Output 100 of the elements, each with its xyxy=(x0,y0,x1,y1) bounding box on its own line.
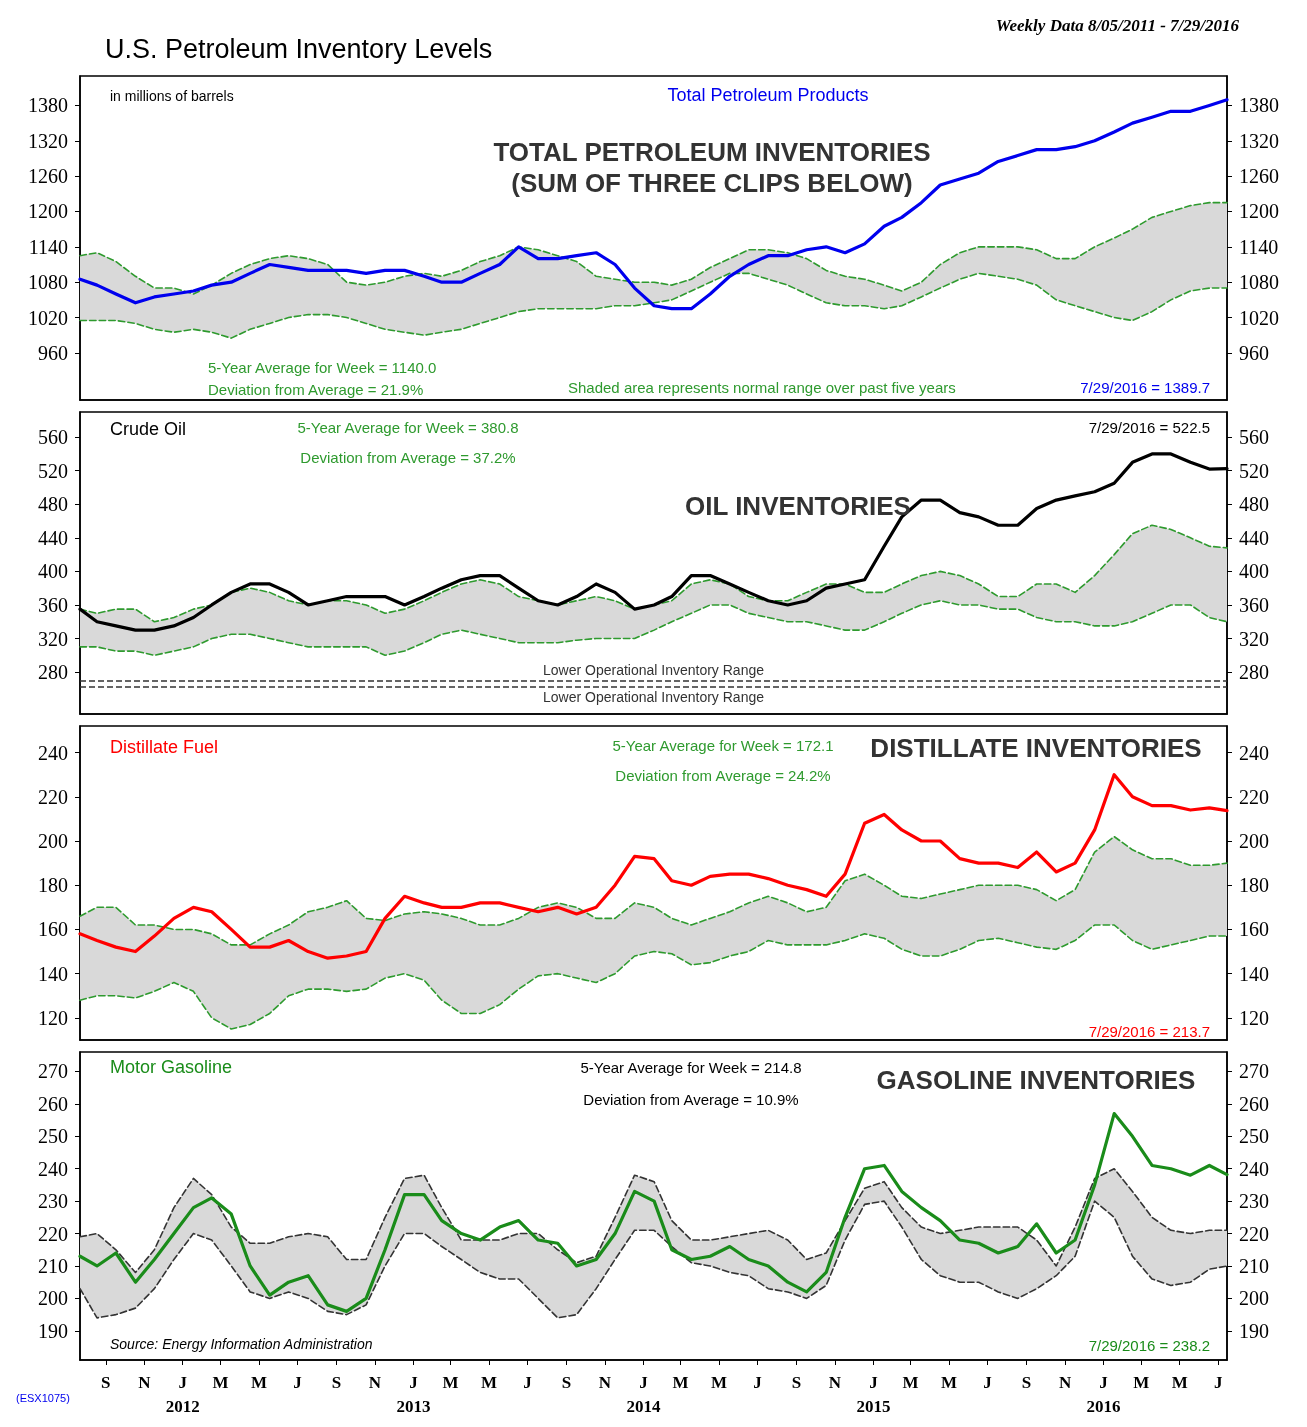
y-tick-label: 1200 xyxy=(28,200,68,223)
y-tick-label: 240 xyxy=(38,1157,68,1180)
chart-title: U.S. Petroleum Inventory Levels xyxy=(105,33,493,64)
annotation: 5-Year Average for Week = 380.8 xyxy=(297,418,519,436)
annotation: 5-Year Average for Week = 214.8 xyxy=(580,1058,802,1076)
text: (ESX1075) xyxy=(16,1391,70,1404)
y2-tick-label: 320 xyxy=(1239,627,1269,650)
y-tick-label: 220 xyxy=(38,1222,68,1245)
x-tick-label: N xyxy=(368,1372,382,1392)
annotation: Deviation from Average = 10.9% xyxy=(583,1090,799,1108)
annotation: Deviation from Average = 37.2% xyxy=(300,448,516,466)
y-tick-label: 960 xyxy=(38,341,68,364)
y2-tick-label: 120 xyxy=(1239,1006,1269,1029)
x-tick-label: J xyxy=(753,1372,763,1392)
ref-line-label: Lower Operational Inventory Range xyxy=(542,662,765,679)
line-series xyxy=(79,1167,1228,1274)
annotation: GASOLINE INVENTORIES xyxy=(876,1064,1196,1095)
x-tick-label: M xyxy=(480,1372,498,1392)
y-tick-label: 210 xyxy=(38,1254,68,1277)
y2-tick-label: 1200 xyxy=(1239,200,1279,223)
y2-tick-label: 1260 xyxy=(1239,165,1279,188)
annotation: DISTILLATE INVENTORIES xyxy=(870,732,1202,763)
y2-tick-label: 270 xyxy=(1239,1060,1269,1083)
y-tick-label: 520 xyxy=(38,459,68,482)
x-tick-label: M xyxy=(250,1372,268,1392)
x-tick-label: J 2014 xyxy=(626,1372,661,1416)
x-tick-label: J 2013 xyxy=(396,1372,431,1416)
y2-tick-label: 230 xyxy=(1239,1190,1269,1213)
x-tick-label: M xyxy=(212,1372,229,1392)
x-tick-label: M xyxy=(442,1372,459,1392)
y2-tick-label: 440 xyxy=(1239,526,1269,549)
y2-tick-label: 960 xyxy=(1239,341,1269,364)
y-tick-label: 230 xyxy=(38,1190,68,1213)
y-tick-label: 280 xyxy=(38,661,68,684)
y2-tick-label: 400 xyxy=(1239,560,1269,583)
ref-line-label: Lower Operational Inventory Range xyxy=(542,689,765,706)
x-tick-label: J 2015 xyxy=(856,1372,891,1416)
x-tick-label: S xyxy=(561,1372,572,1392)
annotation: 7/29/2016 = 213.7 xyxy=(1088,1022,1210,1040)
y-tick-label: 120 xyxy=(38,1006,68,1029)
annotation: Shaded area represents normal range over past five years xyxy=(568,378,956,396)
annotation: OIL INVENTORIES xyxy=(685,490,911,521)
annotation: 7/29/2016 = 1389.7 xyxy=(1080,378,1210,396)
y-tick-label: 250 xyxy=(38,1125,68,1148)
line-series xyxy=(78,1112,1229,1313)
y-tick-label: 180 xyxy=(38,874,68,897)
y2-tick-label: 360 xyxy=(1239,593,1269,616)
y-tick-label: 200 xyxy=(38,829,68,852)
y-tick-label: 440 xyxy=(38,526,68,549)
y2-tick-label: 200 xyxy=(1239,829,1269,852)
y-tick-label: 200 xyxy=(38,1287,68,1310)
y-tick-label: 480 xyxy=(38,493,68,516)
y-tick-label: 400 xyxy=(38,560,68,583)
x-tick-label: J xyxy=(1213,1372,1223,1392)
x-tick-label: S xyxy=(1021,1372,1032,1392)
chart-subtitle: Weekly Data 8/05/2011 - 7/29/2016 xyxy=(995,16,1240,35)
y-tick-label: 1140 xyxy=(28,235,68,258)
y-tick-label: 220 xyxy=(38,785,68,808)
annotation: 5-Year Average for Week = 1140.0 xyxy=(208,358,437,376)
y-tick-label: 240 xyxy=(38,741,68,764)
y2-tick-label: 480 xyxy=(1239,493,1269,516)
x-tick-label: N xyxy=(1058,1372,1072,1392)
annotation: TOTAL PETROLEUM INVENTORIES (SUM OF THREE CLIPS BELOW) xyxy=(493,136,931,198)
x-tick-label: S xyxy=(331,1372,342,1392)
annotation: 7/29/2016 = 238.2 xyxy=(1088,1336,1210,1354)
text: Total Petroleum Products xyxy=(667,85,869,105)
y2-tick-label: 220 xyxy=(1239,1222,1269,1245)
x-tick-label: M xyxy=(1171,1372,1188,1392)
y-tick-label: 160 xyxy=(38,918,68,941)
y-tick-label: 1080 xyxy=(28,271,68,294)
text: Motor Gasoline xyxy=(110,1057,233,1077)
annotation: Deviation from Average = 21.9% xyxy=(208,380,424,398)
x-tick-label: J 2012 xyxy=(165,1372,200,1416)
x-tick-label: J xyxy=(523,1372,533,1392)
y2-tick-label: 1080 xyxy=(1239,271,1279,294)
text: Distillate Fuel xyxy=(110,737,219,757)
x-tick-label: M xyxy=(1133,1372,1150,1392)
y2-tick-label: 200 xyxy=(1239,1287,1269,1310)
annotation: 5-Year Average for Week = 172.1 xyxy=(612,736,834,754)
y-tick-label: 1020 xyxy=(28,306,68,329)
y-tick-label: 1260 xyxy=(28,165,68,188)
y2-tick-label: 520 xyxy=(1239,459,1269,482)
text: Crude Oil xyxy=(110,419,187,439)
y2-tick-label: 210 xyxy=(1239,1254,1269,1277)
x-tick-label: N xyxy=(598,1372,612,1392)
line-series xyxy=(79,1200,1228,1319)
y2-tick-label: 1140 xyxy=(1239,235,1279,258)
y-tick-label: 190 xyxy=(38,1319,68,1342)
line-series xyxy=(79,272,1228,339)
y2-tick-label: 1380 xyxy=(1239,94,1279,117)
x-tick-label: J xyxy=(983,1372,993,1392)
y-tick-label: 320 xyxy=(38,627,68,650)
y2-tick-label: 260 xyxy=(1239,1092,1269,1115)
x-tick-label: J 2016 xyxy=(1086,1372,1121,1416)
annotation: Source: Energy Information Administration xyxy=(110,1336,373,1353)
x-tick-label: S xyxy=(791,1372,802,1392)
x-tick-label: S xyxy=(101,1372,111,1392)
y2-tick-label: 1320 xyxy=(1239,129,1279,152)
annotation: 7/29/2016 = 522.5 xyxy=(1088,418,1210,436)
y-tick-label: 560 xyxy=(38,426,68,449)
